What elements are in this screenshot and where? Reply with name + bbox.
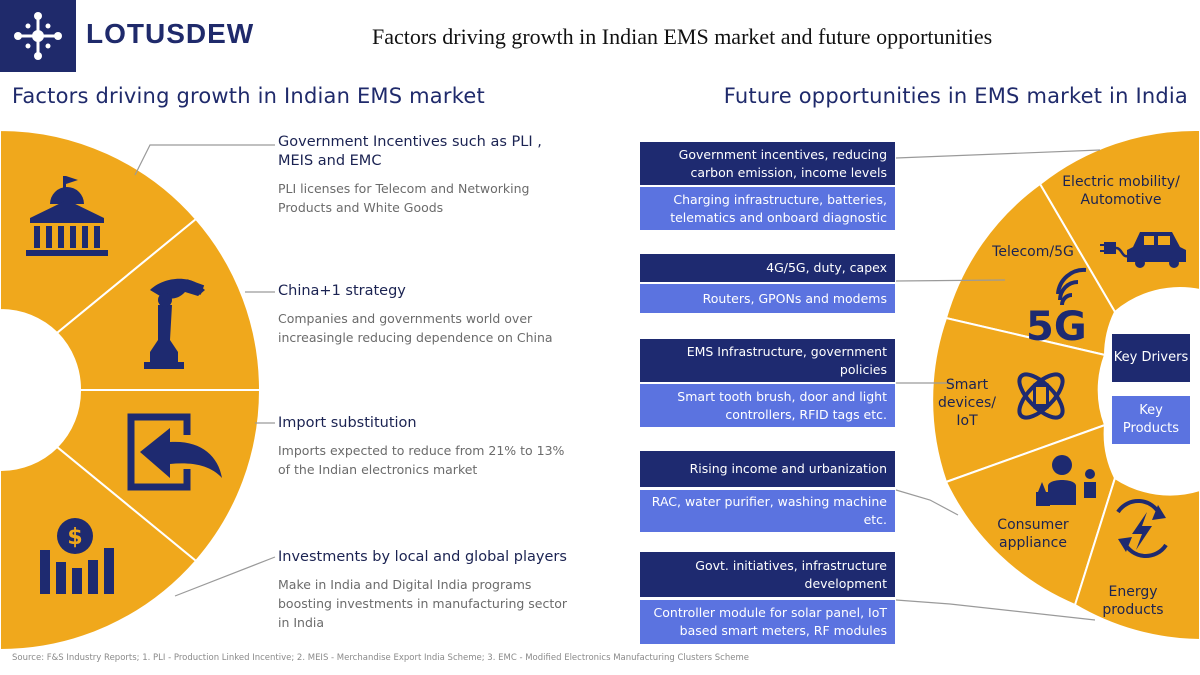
segment-consumer: Consumer appliance — [997, 517, 1069, 551]
factor-description: PLI licenses for Telecom and Networking … — [278, 181, 530, 215]
cross-logo-icon — [14, 12, 62, 60]
left-ring — [0, 128, 262, 652]
products-box-ev: Charging infrastructure, batteries, tele… — [640, 187, 895, 230]
5g-icon: 5G — [1026, 267, 1087, 350]
factor-heading: Investments by local and global players — [278, 549, 567, 565]
chess-hand-icon — [144, 278, 205, 369]
factor-description: Companies and governments world over inc… — [278, 311, 553, 345]
svg-text:$: $ — [67, 525, 82, 550]
products-box-iot: Smart tooth brush, door and light contro… — [640, 384, 895, 427]
legend-key-products: Key Products — [1112, 396, 1190, 444]
products-box-telecom: Routers, GPONs and modems — [640, 284, 895, 313]
factor-import-substitution: Import substitution Imports expected to … — [278, 414, 578, 479]
factor-china-plus-one: China+1 strategy Companies and governmen… — [278, 282, 578, 347]
brand-name: LOTUSDEW — [86, 18, 255, 49]
electric-car-icon — [1100, 232, 1186, 268]
page-title: Factors driving growth in Indian EMS mar… — [372, 24, 993, 49]
driver-box-energy: Govt. initiatives, infrastructure develo… — [640, 552, 895, 597]
import-arrow-icon — [127, 413, 222, 491]
right-section-title: Future opportunities in EMS market in In… — [723, 84, 1188, 108]
investment-chart-icon: $ — [40, 518, 114, 594]
legend-key-drivers: Key Drivers — [1112, 334, 1190, 382]
government-building-icon — [26, 176, 108, 256]
driver-box-iot: EMS Infrastructure, government policies — [640, 339, 895, 382]
driver-box-consumer: Rising income and urbanization — [640, 451, 895, 487]
segment-telecom: Telecom/5G — [992, 244, 1074, 260]
products-box-consumer: RAC, water purifier, washing machine etc… — [640, 490, 895, 532]
segment-iot: Smart devices/ IoT — [938, 377, 996, 429]
segment-ev: Electric mobility/ Automotive — [1062, 174, 1180, 208]
factor-government-incentives: Government Incentives such as PLI , MEIS… — [278, 133, 578, 217]
factor-investments: Investments by local and global players … — [278, 548, 578, 632]
source-footnote: Source: F&S Industry Reports; 1. PLI - P… — [12, 653, 749, 663]
factor-heading: Import substitution — [278, 415, 417, 431]
left-section-title: Factors driving growth in Indian EMS mar… — [12, 84, 485, 108]
consumer-icon — [1036, 455, 1096, 506]
segment-energy: Energy products — [1102, 584, 1164, 618]
products-box-energy: Controller module for solar panel, IoT b… — [640, 600, 895, 644]
right-ring — [931, 128, 1200, 642]
energy-icon — [1116, 498, 1168, 559]
driver-box-telecom: 4G/5G, duty, capex — [640, 254, 895, 282]
factor-heading: Government Incentives such as PLI , MEIS… — [278, 134, 542, 169]
smart-device-icon — [1017, 372, 1065, 420]
logo-block — [0, 0, 76, 72]
factor-description: Make in India and Digital India programs… — [278, 577, 568, 630]
factor-description: Imports expected to reduce from 21% to 1… — [278, 443, 565, 477]
driver-box-ev: Government incentives, reducing carbon e… — [640, 142, 895, 185]
svg-text:5G: 5G — [1026, 304, 1087, 350]
factor-heading: China+1 strategy — [278, 283, 406, 299]
